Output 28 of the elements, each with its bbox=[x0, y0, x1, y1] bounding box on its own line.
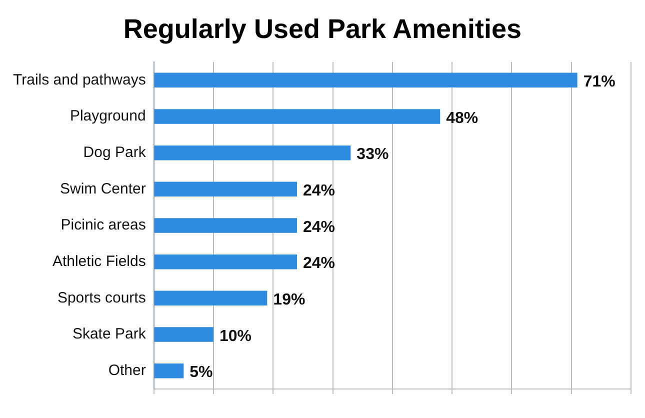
y-tick-label: Other bbox=[108, 362, 146, 379]
bar bbox=[154, 182, 297, 197]
bar bbox=[154, 218, 297, 233]
chart-title: Regularly Used Park Amenities bbox=[122, 14, 523, 46]
data-label: 5% bbox=[190, 364, 213, 382]
bar bbox=[154, 145, 351, 160]
y-tick-label: Trails and pathways bbox=[12, 71, 146, 88]
y-tick-label: Dog Park bbox=[83, 144, 146, 161]
data-label: 24% bbox=[302, 218, 336, 236]
bar bbox=[154, 290, 268, 306]
bar bbox=[154, 327, 214, 342]
bar bbox=[154, 363, 184, 378]
y-tick-label: Skate Park bbox=[72, 326, 146, 343]
bar bbox=[154, 254, 297, 270]
bar bbox=[154, 72, 578, 88]
data-label: 19% bbox=[273, 292, 306, 309]
data-label: 71% bbox=[583, 74, 616, 91]
data-label: 48% bbox=[446, 110, 478, 127]
y-tick-label: Athletic Fields bbox=[52, 252, 146, 270]
data-label: 10% bbox=[219, 328, 252, 345]
y-tick-label: Playground bbox=[70, 108, 146, 125]
y-tick-label: Picinic areas bbox=[60, 216, 146, 234]
data-label: 24% bbox=[302, 255, 336, 272]
y-tick-label: Swim Center bbox=[60, 180, 146, 198]
y-tick-label: Sports courts bbox=[57, 289, 146, 306]
data-label: 24% bbox=[302, 182, 336, 200]
data-label: 33% bbox=[356, 146, 389, 164]
bar bbox=[154, 109, 440, 124]
